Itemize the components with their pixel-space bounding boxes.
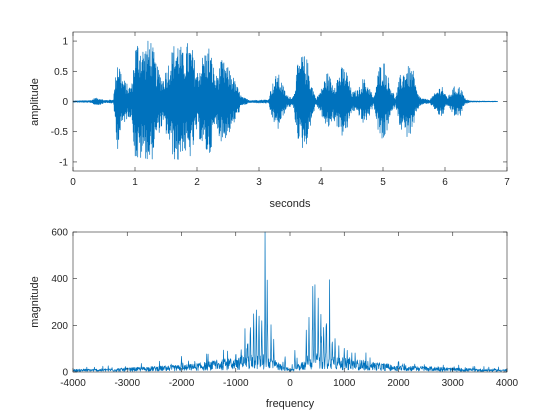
y-tick-label: 0.5 xyxy=(54,67,68,78)
x-tick-label: 1000 xyxy=(333,378,356,389)
y-axis-label: amplitude xyxy=(29,78,41,126)
x-tick-label: 6 xyxy=(442,177,448,188)
y-axis-label: magnitude xyxy=(29,276,41,327)
spectrum-ticks: -4000 -3000 -2000 -1000 0 1000 2000 3000 4000 0 20… xyxy=(51,228,518,390)
waveform-plot: 0 1 2 3 4 5 6 7 -1 -0.5 0 0.5 1 seconds amplitude xyxy=(29,31,510,210)
y-tick-label: 0 xyxy=(62,97,68,108)
x-tick-label: -4000 xyxy=(60,378,86,389)
y-tick-label: 400 xyxy=(51,274,68,285)
x-tick-label: 3000 xyxy=(442,378,465,389)
waveform-axes-box xyxy=(72,31,508,172)
spectrum-plot-area xyxy=(73,232,507,372)
x-tick-label: 7 xyxy=(504,177,510,188)
x-tick-label: 1 xyxy=(132,177,138,188)
y-tick-label: 200 xyxy=(51,321,68,332)
x-tick-label: -2000 xyxy=(169,378,195,389)
y-tick-label: 0 xyxy=(62,368,68,379)
waveform-line xyxy=(72,40,498,160)
x-tick-label: 5 xyxy=(380,177,386,188)
spectrum-axes-box xyxy=(72,231,508,373)
x-tick-label: 2000 xyxy=(387,378,410,389)
waveform-series xyxy=(72,40,498,160)
x-tick-label: 3 xyxy=(256,177,262,188)
y-tick-label: 600 xyxy=(51,228,68,239)
x-tick-label: 2 xyxy=(194,177,200,188)
x-tick-label: -1000 xyxy=(223,378,249,389)
x-tick-label: -3000 xyxy=(114,378,140,389)
y-tick-label: -0.5 xyxy=(51,127,69,138)
x-tick-label: 0 xyxy=(70,177,76,188)
spectrum-plot: -4000 -3000 -2000 -1000 0 1000 2000 3000 4000 0 20… xyxy=(29,228,519,411)
y-tick-label: 1 xyxy=(62,37,68,48)
x-axis-label: frequency xyxy=(266,398,315,410)
waveform-ticks: 0 1 2 3 4 5 6 7 -1 -0.5 0 0.5 1 xyxy=(51,32,510,188)
x-tick-label: 4000 xyxy=(496,378,519,389)
x-axis-label: seconds xyxy=(270,198,311,210)
x-tick-label: 0 xyxy=(287,378,293,389)
x-tick-label: 4 xyxy=(318,177,324,188)
y-tick-label: -1 xyxy=(59,157,68,168)
